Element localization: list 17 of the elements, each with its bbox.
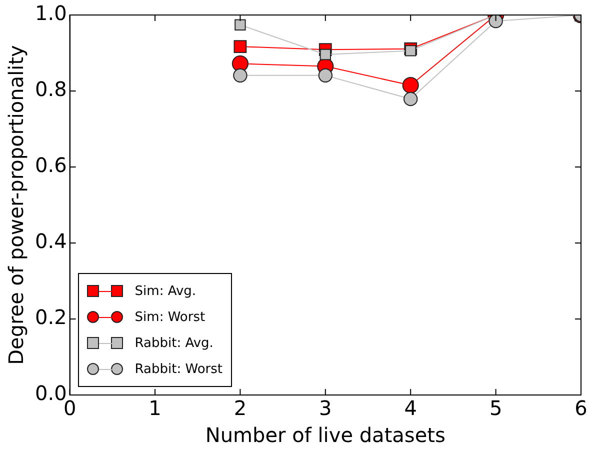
x-axis-title: Number of live datasets — [205, 423, 446, 448]
legend-label: Sim: Avg. — [134, 284, 196, 298]
x-tick-label: 1 — [148, 396, 162, 420]
y-tick-label: 0.4 — [34, 229, 67, 254]
y-tick-label: 0.6 — [34, 153, 67, 178]
legend-label: Rabbit: Worst — [134, 362, 222, 376]
x-tick-label: 3 — [319, 396, 332, 420]
y-tick-label: 0.8 — [34, 77, 67, 102]
y-tick-label: 1.0 — [34, 1, 67, 26]
legend-label: Rabbit: Avg. — [134, 336, 214, 350]
x-tick-label: 6 — [574, 396, 588, 420]
y-axis-title: Degree of power-proportionality — [4, 44, 28, 365]
x-tick-label: 2 — [234, 396, 247, 420]
legend-label: Sim: Worst — [134, 310, 206, 324]
x-tick-label: 4 — [404, 396, 417, 420]
y-tick-label: 0.2 — [34, 305, 67, 330]
x-tick-label: 5 — [489, 396, 502, 420]
